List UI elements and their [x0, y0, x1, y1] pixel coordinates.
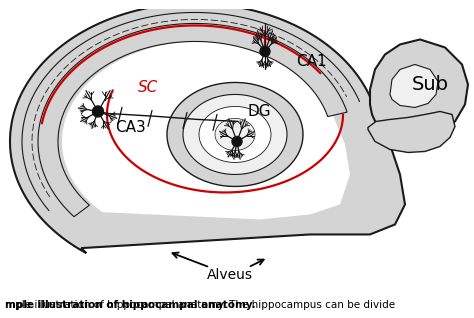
Text: mple illustration of hippocampal anatomy. The hippocampus can be divide: mple illustration of hippocampal anatomy…	[5, 300, 395, 310]
Polygon shape	[183, 94, 287, 175]
Polygon shape	[370, 39, 468, 140]
Text: DG: DG	[248, 104, 272, 119]
Polygon shape	[62, 41, 350, 219]
Circle shape	[260, 46, 270, 57]
Polygon shape	[199, 107, 271, 162]
Text: CA1: CA1	[296, 54, 327, 69]
Text: Alveus: Alveus	[207, 268, 253, 282]
Text: Sub: Sub	[411, 75, 448, 94]
Polygon shape	[390, 65, 438, 107]
Text: SC: SC	[138, 80, 158, 95]
Polygon shape	[38, 24, 347, 217]
Polygon shape	[10, 3, 405, 253]
Text: CA3: CA3	[115, 120, 146, 135]
Circle shape	[232, 136, 242, 147]
Polygon shape	[368, 112, 455, 152]
Text: mple illustration of hippocampal anatomy.: mple illustration of hippocampal anatomy…	[5, 300, 255, 310]
Circle shape	[92, 106, 103, 117]
Polygon shape	[215, 119, 255, 150]
Polygon shape	[167, 82, 303, 186]
